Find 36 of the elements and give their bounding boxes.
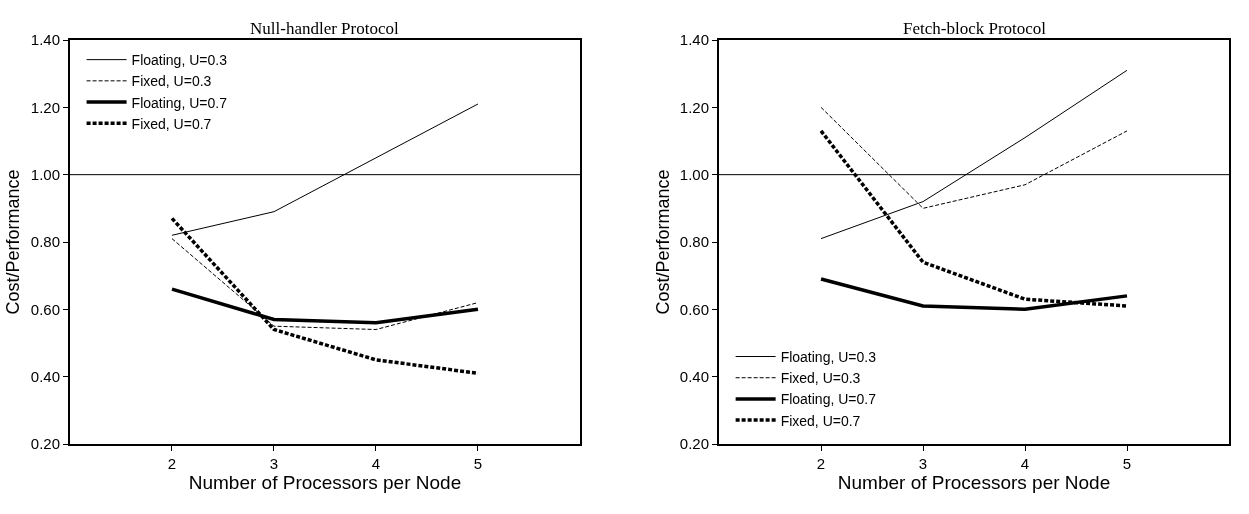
y-axis-title: Cost/Performance xyxy=(3,169,24,315)
y-tick-label: 1.20 xyxy=(30,98,60,116)
y-tick-label: 0.60 xyxy=(679,300,710,318)
x-tick-label: 3 xyxy=(918,455,928,472)
x-tick-label: 5 xyxy=(1122,455,1132,472)
y-tick-label: 0.80 xyxy=(679,233,710,251)
y-tick-label: 0.40 xyxy=(679,367,710,385)
x-axis-title: Number of Processors per Node xyxy=(188,472,462,493)
legend-label: Fixed, U=0.7 xyxy=(131,115,212,132)
y-tick-label: 1.40 xyxy=(30,31,60,49)
x-tick-label: 3 xyxy=(269,455,279,472)
y-tick-label: 1.00 xyxy=(679,165,710,183)
y-tick-label: 0.20 xyxy=(30,435,60,453)
legend-label: Fixed, U=0.3 xyxy=(780,370,861,387)
chart-title: Null-handler Protocol xyxy=(250,19,399,38)
y-tick-label: 1.20 xyxy=(679,98,710,116)
legend-label: Floating, U=0.3 xyxy=(780,348,877,365)
x-axis-title: Number of Processors per Node xyxy=(837,472,1111,493)
legend-label: Floating, U=0.3 xyxy=(131,52,228,69)
y-tick-label: 0.80 xyxy=(30,233,60,251)
x-tick-label: 4 xyxy=(1020,455,1030,472)
y-tick-label: 0.60 xyxy=(30,300,60,318)
x-tick-label: 4 xyxy=(371,455,381,472)
legend-label: Fixed, U=0.7 xyxy=(780,412,861,429)
y-axis-title: Cost/Performance xyxy=(652,169,673,315)
x-tick-label: 5 xyxy=(473,455,483,472)
x-tick-label: 2 xyxy=(816,455,826,472)
legend-label: Fixed, U=0.3 xyxy=(131,73,212,90)
chart-title: Fetch-block Protocol xyxy=(903,19,1047,38)
legend-label: Floating, U=0.7 xyxy=(131,94,228,111)
y-tick-label: 0.40 xyxy=(30,367,60,385)
y-tick-label: 0.20 xyxy=(679,435,710,453)
x-tick-label: 2 xyxy=(167,455,177,472)
y-tick-label: 1.00 xyxy=(30,165,60,183)
y-tick-label: 1.40 xyxy=(679,31,710,49)
legend-label: Floating, U=0.7 xyxy=(780,391,877,408)
